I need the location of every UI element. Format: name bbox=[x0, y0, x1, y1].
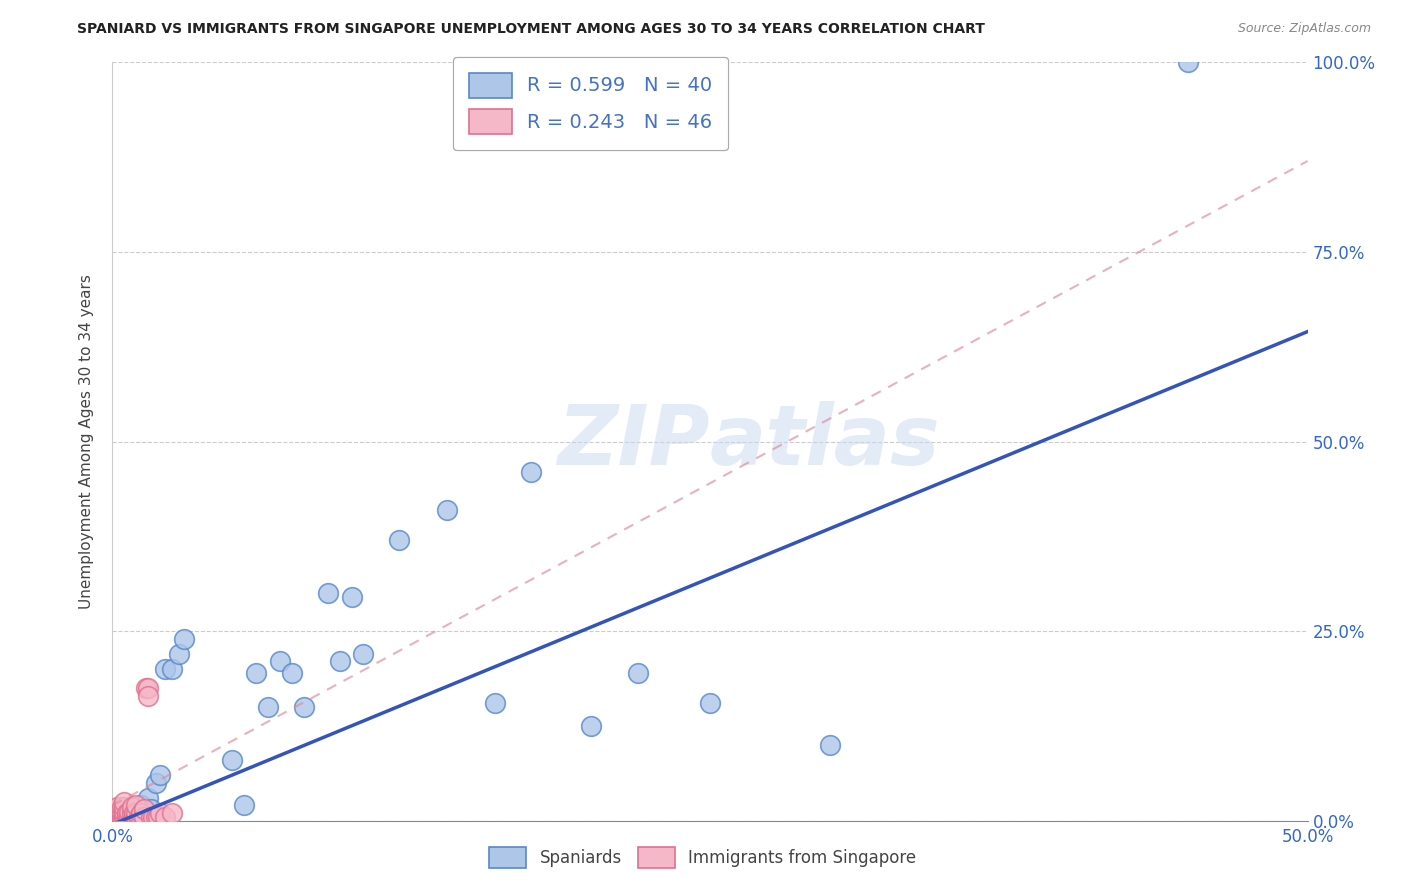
Point bbox=[245, 665, 267, 680]
Point bbox=[108, 810, 131, 824]
Point bbox=[142, 810, 165, 824]
Point bbox=[699, 696, 721, 710]
Point bbox=[145, 810, 167, 824]
Point bbox=[257, 699, 280, 714]
Point bbox=[173, 632, 195, 646]
Point bbox=[104, 807, 127, 822]
Point bbox=[115, 806, 138, 821]
Point bbox=[111, 810, 134, 824]
Point bbox=[329, 655, 352, 669]
Point bbox=[108, 807, 131, 822]
Point bbox=[115, 810, 138, 824]
Point bbox=[118, 805, 141, 819]
Point bbox=[153, 810, 176, 824]
Point bbox=[105, 806, 128, 821]
Point bbox=[114, 795, 135, 809]
Point bbox=[125, 802, 148, 816]
Point bbox=[122, 806, 145, 821]
Point bbox=[118, 810, 141, 824]
Point bbox=[128, 810, 150, 824]
Text: SPANIARD VS IMMIGRANTS FROM SINGAPORE UNEMPLOYMENT AMONG AGES 30 TO 34 YEARS COR: SPANIARD VS IMMIGRANTS FROM SINGAPORE UN… bbox=[77, 22, 986, 37]
Point bbox=[818, 738, 841, 752]
Point bbox=[281, 665, 304, 680]
Point bbox=[129, 810, 152, 824]
Point bbox=[105, 810, 128, 824]
Point bbox=[233, 798, 256, 813]
Point bbox=[129, 798, 152, 813]
Point bbox=[135, 681, 157, 695]
Text: ZIP: ZIP bbox=[557, 401, 710, 482]
Point bbox=[114, 805, 135, 819]
Point bbox=[125, 810, 148, 824]
Point bbox=[104, 806, 127, 821]
Point bbox=[121, 805, 143, 819]
Point bbox=[104, 802, 127, 816]
Point bbox=[436, 503, 458, 517]
Point bbox=[125, 806, 148, 821]
Point bbox=[153, 662, 176, 676]
Point bbox=[111, 806, 134, 821]
Point bbox=[114, 807, 135, 822]
Point bbox=[149, 768, 172, 782]
Point bbox=[484, 696, 506, 710]
Point bbox=[114, 810, 135, 824]
Point bbox=[316, 586, 339, 600]
Point bbox=[108, 810, 131, 824]
Point bbox=[352, 647, 374, 661]
Point bbox=[105, 810, 128, 824]
Point bbox=[125, 798, 148, 813]
Legend: Spaniards, Immigrants from Singapore: Spaniards, Immigrants from Singapore bbox=[482, 840, 924, 875]
Point bbox=[111, 807, 134, 822]
Point bbox=[121, 810, 143, 824]
Point bbox=[139, 802, 162, 816]
Point bbox=[149, 806, 172, 821]
Point bbox=[1177, 55, 1199, 70]
Point bbox=[105, 800, 128, 814]
Point bbox=[132, 802, 155, 816]
Point bbox=[162, 662, 183, 676]
Point bbox=[627, 665, 650, 680]
Point bbox=[292, 699, 315, 714]
Point bbox=[128, 805, 150, 819]
Point bbox=[132, 802, 155, 816]
Point bbox=[138, 791, 160, 805]
Point bbox=[122, 810, 145, 824]
Point bbox=[132, 810, 155, 824]
Point bbox=[115, 807, 138, 822]
Point bbox=[138, 681, 160, 695]
Point bbox=[121, 800, 143, 814]
Point bbox=[139, 810, 162, 824]
Y-axis label: Unemployment Among Ages 30 to 34 years: Unemployment Among Ages 30 to 34 years bbox=[79, 274, 94, 609]
Point bbox=[111, 800, 134, 814]
Point bbox=[145, 776, 167, 790]
Point bbox=[138, 689, 160, 703]
Point bbox=[118, 806, 141, 821]
Point bbox=[114, 800, 135, 814]
Point bbox=[269, 655, 291, 669]
Point bbox=[520, 465, 543, 479]
Point bbox=[579, 719, 602, 733]
Point bbox=[340, 590, 363, 604]
Point bbox=[169, 647, 191, 661]
Legend: R = 0.599   N = 40, R = 0.243   N = 46: R = 0.599 N = 40, R = 0.243 N = 46 bbox=[453, 57, 728, 150]
Point bbox=[122, 807, 145, 822]
Point bbox=[121, 806, 143, 821]
Point bbox=[388, 533, 411, 548]
Text: atlas: atlas bbox=[710, 401, 941, 482]
Point bbox=[114, 806, 135, 821]
Point bbox=[221, 753, 243, 767]
Point bbox=[104, 810, 127, 824]
Point bbox=[129, 806, 152, 821]
Point bbox=[146, 810, 169, 824]
Point bbox=[162, 806, 183, 821]
Point bbox=[108, 805, 131, 819]
Text: Source: ZipAtlas.com: Source: ZipAtlas.com bbox=[1237, 22, 1371, 36]
Point bbox=[105, 807, 128, 822]
